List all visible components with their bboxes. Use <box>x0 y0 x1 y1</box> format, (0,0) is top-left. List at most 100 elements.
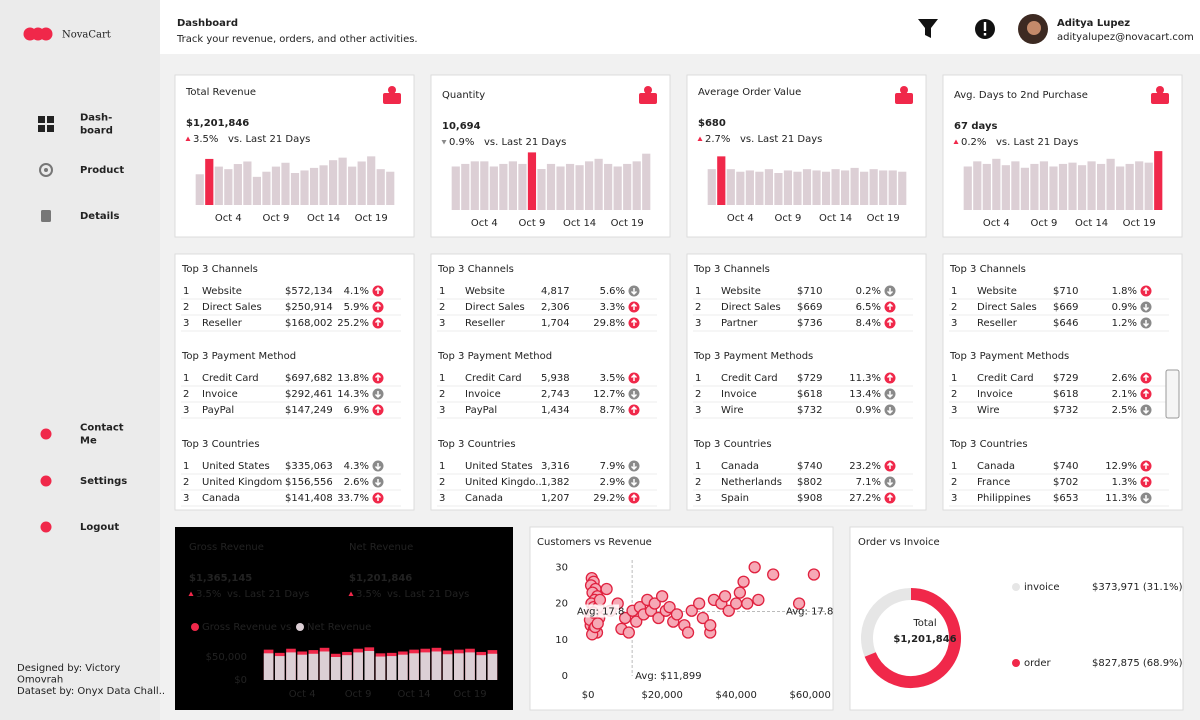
row-rank: 2 <box>439 477 445 488</box>
row-change: 5.6% <box>600 286 625 297</box>
kpi-bar <box>1106 158 1115 210</box>
kpi-bar <box>860 171 869 205</box>
row-rank: 3 <box>695 318 701 329</box>
trend-triangle <box>953 139 959 144</box>
nav-label: Contact <box>80 423 124 434</box>
row-value: 2,743 <box>541 389 570 400</box>
scatter-point <box>737 575 750 588</box>
nav-item[interactable] <box>30 202 140 230</box>
x-tick-label: Oct 14 <box>563 218 596 229</box>
kpi-bar <box>982 163 991 210</box>
row-value: $729 <box>1053 373 1078 384</box>
kpi-bar <box>898 171 907 205</box>
avg-label: Avg: 17.8 <box>577 606 624 617</box>
net-bar <box>431 651 442 680</box>
row-rank: 1 <box>951 286 957 297</box>
nav-item[interactable] <box>30 156 140 184</box>
scatter-point <box>655 590 669 603</box>
row-name: Website <box>977 286 1017 297</box>
kpi-bar <box>585 161 594 210</box>
row-name: Canada <box>721 461 759 472</box>
footer-text: Dataset by: Onyx Data Chall.. <box>17 686 165 697</box>
row-change: 11.3% <box>849 373 881 384</box>
section-title: Top 3 Countries <box>949 439 1028 450</box>
trend-arrow <box>1142 461 1150 469</box>
row-change: 14.3% <box>337 389 369 400</box>
row-rank: 1 <box>439 461 445 472</box>
scatter-point <box>792 597 806 610</box>
row-rank: 2 <box>695 477 701 488</box>
trend-triangle <box>348 591 354 596</box>
row-rank: 1 <box>439 286 445 297</box>
kpi-bar <box>1154 151 1163 210</box>
row-change: 13.4% <box>849 389 881 400</box>
nav-item[interactable] <box>30 110 140 138</box>
filter-icon[interactable] <box>918 19 938 38</box>
row-value: $147,249 <box>285 405 333 416</box>
row-value: $572,134 <box>285 286 333 297</box>
scatter-point <box>748 561 761 574</box>
row-name: Website <box>721 286 761 297</box>
kpi-bar <box>205 158 214 205</box>
row-rank: 3 <box>951 405 957 416</box>
trend-arrow <box>630 463 638 471</box>
row-value: $168,002 <box>285 318 333 329</box>
trend-arrow <box>630 405 638 413</box>
row-rank: 2 <box>695 302 701 313</box>
kpi-bar <box>451 166 460 210</box>
x-tick-label: Oct 14 <box>397 689 430 700</box>
kpi-change: 3.5% <box>193 134 218 145</box>
nav-item[interactable] <box>30 420 140 448</box>
revenue-value: $1,201,846 <box>349 573 412 584</box>
kpi-bar <box>480 161 489 210</box>
scrollbar[interactable] <box>1165 369 1180 419</box>
kpi-bar <box>470 161 479 210</box>
row-value: 3,316 <box>541 461 570 472</box>
row-name: Partner <box>721 318 758 329</box>
kpi-bar <box>214 166 223 205</box>
row-rank: 1 <box>183 461 189 472</box>
row-name: Invoice <box>465 389 501 400</box>
section-title: Top 3 Payment Method <box>181 351 296 362</box>
row-value: $335,063 <box>285 461 333 472</box>
trend-arrow <box>374 391 382 399</box>
kpi-change: 2.7% <box>705 134 730 145</box>
chart-title: Customers vs Revenue <box>537 537 652 548</box>
row-name: United Kingdom <box>202 477 282 488</box>
nav-item[interactable] <box>30 513 140 541</box>
row-value: 4,817 <box>541 286 570 297</box>
kpi-bar <box>1030 163 1039 210</box>
scatter-point <box>730 597 743 610</box>
row-value: $669 <box>797 302 822 313</box>
row-rank: 3 <box>695 405 701 416</box>
kpi-bar <box>1058 163 1068 210</box>
trend-arrow <box>374 493 382 501</box>
trend-arrow <box>886 318 894 326</box>
x-tick-label: $20,000 <box>641 690 682 701</box>
row-value: 1,704 <box>541 318 570 329</box>
scatter-point <box>600 582 613 596</box>
nav-icon <box>40 475 52 487</box>
kpi-bar <box>386 171 395 205</box>
row-value: 1,382 <box>541 477 570 488</box>
nav-label: Details <box>80 211 119 222</box>
kpi-bar <box>623 163 632 210</box>
kpi-bar <box>821 171 831 205</box>
legend-value: $373,971 (31.1%) <box>1092 582 1183 593</box>
trend-arrow <box>630 318 638 326</box>
row-change: 2.1% <box>1112 389 1137 400</box>
scatter-point <box>752 593 765 607</box>
scatter-point <box>618 611 632 625</box>
scatter-point <box>663 600 676 614</box>
section-title: Top 3 Channels <box>693 264 770 275</box>
kpi-bar <box>745 170 754 205</box>
nav-icon <box>41 210 51 222</box>
row-change: 6.5% <box>856 302 881 313</box>
x-tick-label: Oct 14 <box>1075 218 1108 229</box>
row-change: 8.4% <box>856 318 881 329</box>
kpi-bar <box>717 156 726 205</box>
section-title: Top 3 Payment Methods <box>693 351 813 362</box>
revenue-compare: vs. Last 21 Days <box>387 589 469 600</box>
nav-item[interactable] <box>30 467 140 495</box>
row-name: Canada <box>202 493 240 504</box>
